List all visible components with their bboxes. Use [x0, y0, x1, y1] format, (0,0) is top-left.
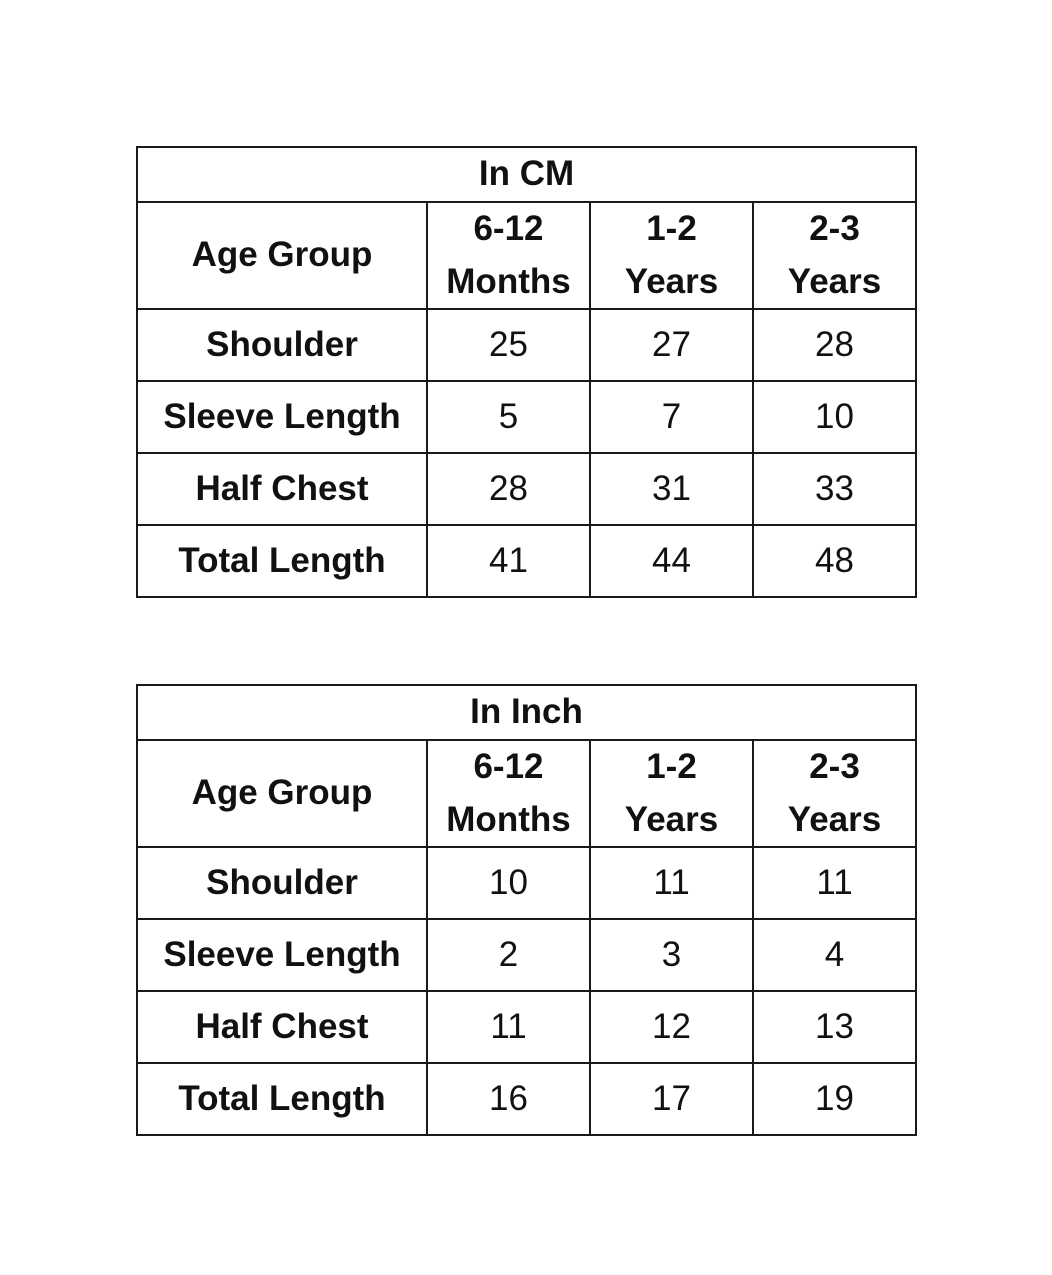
table-cell: 3	[589, 918, 754, 992]
header-column: 1-2 Years	[589, 201, 754, 310]
row-label: Half Chest	[136, 990, 428, 1064]
header-line: Years	[787, 261, 882, 301]
header-line: Years	[624, 799, 719, 839]
table-cell: 7	[589, 380, 754, 454]
header-line: 1-2	[646, 747, 697, 786]
header-age-group: Age Group	[136, 201, 428, 310]
table-cell: 33	[751, 452, 918, 526]
row-label: Shoulder	[136, 308, 428, 382]
table-cell: 5	[426, 380, 591, 454]
header-age-group: Age Group	[136, 739, 428, 848]
table-row: Total Length 16 17 19	[136, 1062, 918, 1136]
table-cell: 48	[751, 524, 918, 598]
header-line: 1-2	[646, 209, 697, 248]
table-cell: 31	[589, 452, 754, 526]
table-cell: 13	[751, 990, 918, 1064]
header-column: 1-2 Years	[589, 739, 754, 848]
table-cell: 27	[589, 308, 754, 382]
table-row: Total Length 41 44 48	[136, 524, 918, 598]
table-cell: 28	[751, 308, 918, 382]
table-cell: 41	[426, 524, 591, 598]
table-cell: 11	[426, 990, 591, 1064]
table-cell: 17	[589, 1062, 754, 1136]
table-row: Shoulder 25 27 28	[136, 308, 918, 382]
table-row: Half Chest 11 12 13	[136, 990, 918, 1064]
size-table-inch: In Inch Age Group 6-12 Months 1-2 Years …	[135, 684, 918, 1136]
header-column: 2-3 Years	[751, 739, 918, 848]
header-line: Months	[446, 799, 571, 839]
header-column: 6-12 Months	[426, 201, 591, 310]
header-line: 6-12	[473, 209, 544, 248]
table-title: In CM	[135, 146, 918, 203]
row-label: Shoulder	[136, 846, 428, 920]
table-cell: 12	[589, 990, 754, 1064]
row-label: Sleeve Length	[136, 380, 428, 454]
header-line: Months	[446, 261, 571, 301]
table-cell: 4	[751, 918, 918, 992]
header-line: 2-3	[809, 209, 860, 248]
header-line: 6-12	[473, 747, 544, 786]
table-cell: 25	[426, 308, 591, 382]
row-label: Sleeve Length	[136, 918, 428, 992]
table-cell: 44	[589, 524, 754, 598]
table-cell: 11	[589, 846, 754, 920]
table-cell: 28	[426, 452, 591, 526]
header-column: 6-12 Months	[426, 739, 591, 848]
table-row: Shoulder 10 11 11	[136, 846, 918, 920]
header-line: Years	[624, 261, 719, 301]
header-line: Years	[787, 799, 882, 839]
table-cell: 10	[426, 846, 591, 920]
table-title: In Inch	[135, 684, 918, 741]
table-cell: 10	[751, 380, 918, 454]
row-label: Half Chest	[136, 452, 428, 526]
header-line: 2-3	[809, 747, 860, 786]
table-cell: 16	[426, 1062, 591, 1136]
size-table-cm: In CM Age Group 6-12 Months 1-2 Years 2-…	[135, 146, 918, 598]
table-row: Sleeve Length 5 7 10	[136, 380, 918, 454]
table-cell: 2	[426, 918, 591, 992]
header-column: 2-3 Years	[751, 201, 918, 310]
table-cell: 19	[751, 1062, 918, 1136]
table-cell: 11	[751, 846, 918, 920]
table-row: Sleeve Length 2 3 4	[136, 918, 918, 992]
row-label: Total Length	[136, 524, 428, 598]
row-label: Total Length	[136, 1062, 428, 1136]
table-row: Half Chest 28 31 33	[136, 452, 918, 526]
